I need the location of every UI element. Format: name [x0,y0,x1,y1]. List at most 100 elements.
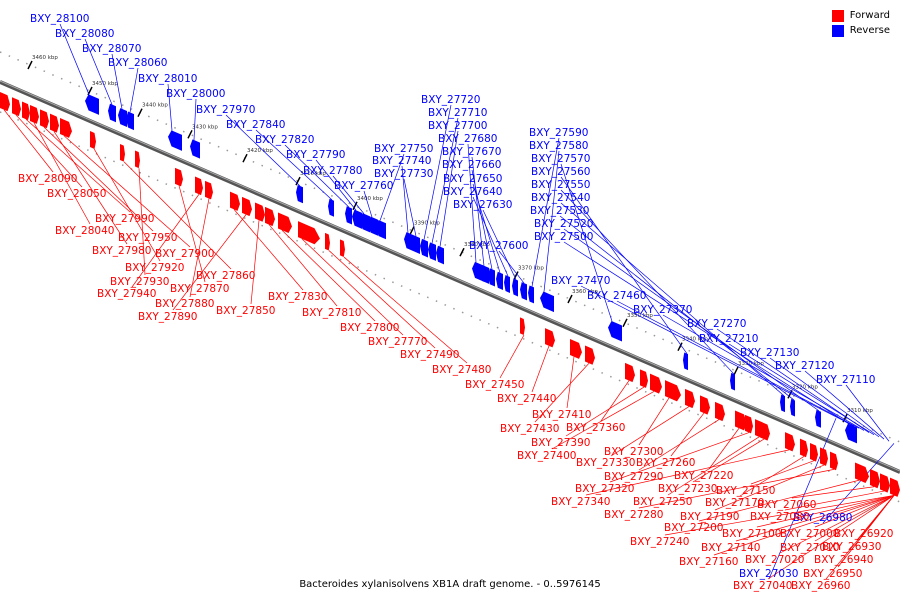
forward-leader [670,412,705,457]
reverse-leader [580,285,855,427]
legend-forward: Forward [831,8,890,23]
forward-gene-label: BXY_27010 [780,542,839,554]
reverse-gene-arrow [412,235,420,254]
reverse-leader [111,53,123,109]
forward-gene-arrow [735,410,747,431]
tick-label: 3340 kbp [682,337,708,343]
reverse-gene-label: BXY_27760 [334,180,393,192]
reverse-gene-label: BXY_28070 [82,43,141,55]
gene-labels: BXY_28100 BXY_28080 BXY_28070 BXY_28060 BXY_… [18,13,893,592]
reverse-gene-label: BXY_27210 [699,333,758,345]
reverse-gene-label: BXY_27370 [633,304,692,316]
reverse-leader [716,328,870,433]
reverse-gene-label: BXY_28060 [108,57,167,69]
reverse-gene-label: BXY_27030 [739,568,798,580]
forward-gene-label: BXY_27810 [302,307,361,319]
forward-gene-label: BXY_27040 [733,580,792,592]
reverse-gene-arrow [428,242,436,261]
tick-label: 3310 kbp [847,408,873,414]
forward-gene-label: BXY_27080 [750,511,809,523]
reverse-leader [543,150,560,292]
forward-gene-label: BXY_27990 [95,213,154,225]
forward-gene-arrow [650,373,662,394]
forward-leader [698,479,860,522]
reverse-gene-arrow [118,108,127,128]
forward-gene-label: BXY_27400 [517,450,576,462]
tick-mark [295,176,301,186]
forward-gene-label: BXY_27770 [368,336,427,348]
gene-arrows [0,92,900,497]
reverse-gene-label: BXY_27820 [255,134,314,146]
forward-leader [638,419,720,471]
reverse-gene-arrow [472,261,484,282]
forward-gene-arrow [340,239,345,257]
forward-gene-arrow [90,131,96,149]
legend-reverse-label: Reverse [849,24,890,36]
forward-leader [585,449,790,496]
forward-gene-arrow [242,196,252,217]
tick-label: 3440 kbp [142,103,168,109]
forward-gene-label: BXY_28090 [18,173,77,185]
forward-leader [551,391,655,450]
forward-gene-label: BXY_27880 [155,298,214,310]
tick-label: 3330 kbp [738,361,764,367]
reverse-gene-arrow [488,268,495,287]
reverse-gene-label: BXY_27550 [531,179,590,191]
tick-mark [513,271,519,280]
forward-gene-arrow [785,432,795,452]
reverse-gene-label: BXY_27580 [529,140,588,152]
forward-gene-label: BXY_26940 [814,554,873,566]
forward-gene-label: BXY_27300 [604,446,663,458]
forward-leader [178,185,206,283]
forward-gene-arrow [760,421,770,441]
forward-leader [250,220,260,305]
forward-gene-arrow [325,232,330,251]
reverse-leader [616,300,860,429]
forward-gene-arrow [120,144,125,162]
forward-leader [15,114,83,188]
forward-leader [638,397,670,446]
reverse-gene-label: BXY_27710 [428,107,487,119]
forward-leader [791,486,875,499]
reverse-gene-arrow [352,209,362,229]
forward-leader [750,460,815,485]
forward-gene-label: BXY_27150 [716,485,775,497]
reverse-leader [471,169,493,270]
reverse-leader [804,370,885,440]
forward-gene-arrow [520,317,525,335]
forward-gene-arrow [640,369,648,388]
reverse-gene-arrow [683,352,688,371]
tick-mark [622,318,628,328]
tick-mark [677,342,683,352]
reverse-gene-arrow [168,130,182,151]
reverse-gene-label: BXY_27570 [531,153,590,165]
reverse-gene-label: BXY_27540 [531,192,590,204]
forward-gene-label: BXY_27390 [531,437,590,449]
forward-gene-arrow [40,109,49,129]
forward-gene-label: BXY_28050 [47,188,106,200]
forward-gene-label: BXY_27890 [138,311,197,323]
reverse-gene-arrow [296,185,303,204]
forward-gene-arrow [278,212,292,234]
forward-gene-arrow [0,92,10,112]
forward-leader [25,119,131,213]
forward-leader [566,356,575,409]
reverse-leader [822,443,895,524]
forward-gene-arrow [700,395,710,415]
reverse-gene-arrow [780,394,785,413]
forward-leader [609,432,750,483]
reverse-leader [531,137,560,287]
reverse-leader [439,130,459,247]
reverse-leader [560,189,735,375]
reverse-gene-label: BXY_27520 [534,218,593,230]
strand-dotted-guides [0,51,900,503]
reverse-gene-arrow [360,213,370,233]
forward-gene-label: BXY_27480 [432,364,491,376]
forward-gene-arrow [570,339,582,359]
strand-legend: Forward Reverse [831,8,890,38]
genome-axis-highlight [0,80,900,472]
reverse-gene-label: BXY_27530 [530,205,589,217]
forward-gene-arrow [205,180,213,200]
forward-gene-label: BXY_27060 [757,499,816,511]
forward-leader [233,209,304,291]
